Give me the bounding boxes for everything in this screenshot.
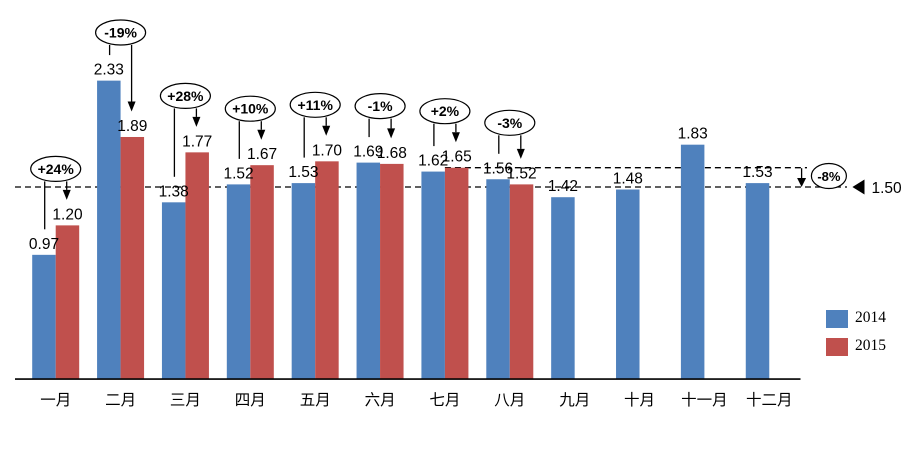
svg-text:七月: 七月	[429, 391, 460, 409]
svg-text:五月: 五月	[300, 392, 331, 409]
svg-text:十二月: 十二月	[746, 391, 793, 409]
svg-text:1.38: 1.38	[159, 183, 189, 200]
svg-text:1.48: 1.48	[613, 171, 643, 188]
svg-text:十月: 十月	[624, 391, 655, 409]
svg-text:1.70: 1.70	[312, 142, 343, 159]
svg-text:-3%: -3%	[497, 115, 522, 131]
svg-text:二月: 二月	[105, 392, 136, 409]
svg-text:1.52: 1.52	[224, 165, 254, 182]
svg-text:+10%: +10%	[232, 101, 269, 117]
svg-text:1.83: 1.83	[678, 126, 708, 143]
svg-text:九月: 九月	[559, 391, 590, 409]
svg-text:1.20: 1.20	[52, 206, 83, 223]
svg-text:六月: 六月	[365, 391, 396, 409]
svg-text:1.65: 1.65	[442, 149, 472, 166]
svg-text:-19%: -19%	[104, 25, 137, 41]
svg-text:八月: 八月	[494, 392, 525, 409]
svg-text:1.52: 1.52	[506, 165, 536, 182]
svg-text:+28%: +28%	[167, 88, 204, 104]
svg-text:1.89: 1.89	[117, 118, 147, 135]
svg-text:四月: 四月	[235, 392, 266, 409]
svg-text:1.77: 1.77	[182, 133, 212, 150]
svg-text:-8%: -8%	[817, 169, 841, 184]
svg-text:1.50: 1.50	[872, 180, 903, 197]
svg-text:+24%: +24%	[38, 161, 75, 177]
svg-text:+2%: +2%	[431, 103, 460, 119]
svg-text:+11%: +11%	[297, 97, 333, 113]
svg-text:-1%: -1%	[368, 98, 393, 114]
svg-text:一月: 一月	[40, 392, 71, 409]
svg-text:0.97: 0.97	[29, 236, 59, 253]
svg-text:1.67: 1.67	[247, 146, 277, 163]
svg-text:十一月: 十一月	[681, 391, 728, 409]
svg-text:1.53: 1.53	[288, 164, 318, 181]
svg-text:1.42: 1.42	[548, 178, 578, 195]
svg-text:1.68: 1.68	[377, 145, 407, 162]
svg-text:三月: 三月	[170, 392, 201, 409]
svg-text:1.53: 1.53	[742, 164, 772, 181]
svg-text:2.33: 2.33	[94, 62, 124, 79]
